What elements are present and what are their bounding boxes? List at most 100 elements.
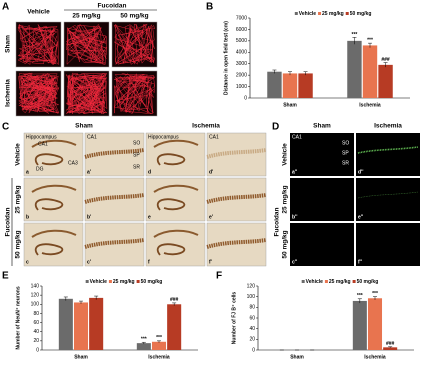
pyramidal-layer <box>84 193 145 204</box>
bar <box>378 64 393 98</box>
hippocampus-shape <box>31 139 77 148</box>
label: SR <box>133 164 140 170</box>
label: f' <box>209 259 212 265</box>
label: Ischemia <box>5 79 12 107</box>
y-tick-label: 100 <box>247 294 256 300</box>
legend-label: 25 mg/kg <box>113 279 135 285</box>
legend-label: Vehicle <box>90 279 107 285</box>
dg-shape <box>34 198 64 211</box>
fjb-band <box>357 191 419 199</box>
legend-label: Vehicle <box>299 11 316 17</box>
track-path <box>65 23 107 65</box>
label: b <box>26 214 29 220</box>
fluorescence-image <box>290 178 354 221</box>
legend-swatch <box>294 12 298 15</box>
label: Fucoidan <box>274 208 281 237</box>
label: e'' <box>358 214 363 220</box>
legend-label: 50 mg/kg <box>357 279 379 285</box>
y-tick-label: 1000 <box>236 84 247 90</box>
pyramidal-layer <box>206 193 267 204</box>
label: SP <box>133 152 140 158</box>
label: E <box>2 271 9 282</box>
y-tick-label: 0 <box>244 95 247 101</box>
y-tick-label: 140 <box>31 283 40 289</box>
histology-image <box>84 222 145 267</box>
label: c'' <box>292 259 297 265</box>
label: a'' <box>292 169 297 175</box>
hippocampus-shape <box>31 229 77 238</box>
bar <box>267 71 282 98</box>
bar <box>167 304 182 350</box>
label: Sham <box>5 35 12 53</box>
label: a' <box>87 169 91 175</box>
label: CA3 <box>68 160 78 166</box>
track-path <box>18 72 60 114</box>
y-tick-label: 20 <box>33 338 39 344</box>
histology-image <box>84 177 145 222</box>
hippocampus-shape <box>31 184 77 193</box>
legend-swatch <box>136 280 140 283</box>
label: Ischemia <box>192 123 220 130</box>
legend-swatch <box>301 280 305 283</box>
pyramidal-layer <box>84 238 145 249</box>
bar <box>352 300 367 350</box>
significance: *** <box>156 335 162 341</box>
significance: ### <box>386 341 395 347</box>
fluorescence-image <box>356 223 420 266</box>
bar <box>347 40 362 98</box>
label: c <box>26 259 29 265</box>
label: 25 mg/kg <box>282 185 289 213</box>
label: b' <box>87 214 91 220</box>
dg-shape <box>34 243 64 256</box>
pyramidal-layer <box>206 148 267 159</box>
label: Distance in open field test (cm) <box>223 21 229 95</box>
y-tick-label: 60 <box>33 320 39 326</box>
y-tick-label: 0 <box>252 347 255 353</box>
label: c' <box>87 259 91 265</box>
label: 50 mg/kg <box>120 13 148 20</box>
label: f'' <box>358 259 362 265</box>
legend-swatch <box>352 280 356 283</box>
label: 50 mg/kg <box>15 230 22 258</box>
label: D <box>272 122 279 133</box>
x-tick-label: Sham <box>283 102 297 108</box>
y-tick-label: 0 <box>36 347 39 353</box>
label: SR <box>342 160 349 166</box>
dg-shape <box>34 153 64 166</box>
pyramidal-layer <box>206 238 267 249</box>
legend-label: 25 mg/kg <box>322 11 344 17</box>
y-tick-label: 40 <box>249 326 255 332</box>
bar <box>73 302 89 350</box>
label: Sham <box>313 123 331 130</box>
histology-image <box>206 177 267 222</box>
significance: *** <box>367 37 373 43</box>
label: SO <box>342 140 349 146</box>
label: a <box>26 169 29 175</box>
legend-label: 50 mg/kg <box>350 11 372 17</box>
y-tick-label: 40 <box>33 329 39 335</box>
fluorescence-image <box>290 223 354 266</box>
legend-swatch <box>318 12 322 15</box>
bar <box>151 341 167 350</box>
track-path <box>113 72 156 115</box>
label: d'' <box>358 169 363 175</box>
significance: ### <box>170 297 179 303</box>
y-tick-label: 7000 <box>236 15 247 21</box>
label: CA1 <box>292 134 302 140</box>
label: Vehicle <box>282 143 289 166</box>
label: 25 mg/kg <box>72 13 100 20</box>
y-tick-label: 120 <box>31 292 40 298</box>
label: e <box>148 214 151 220</box>
label: C <box>2 122 9 133</box>
x-tick-label: Ischemia <box>359 102 381 108</box>
significance: *** <box>141 337 147 343</box>
y-tick-label: 3000 <box>236 61 247 67</box>
legend-label: Vehicle <box>306 279 323 285</box>
legend-swatch <box>85 280 89 283</box>
y-tick-label: 60 <box>249 315 255 321</box>
label: Number of NeuN⁺ neurons <box>15 286 21 349</box>
hippocampus-shape <box>153 229 199 238</box>
significance: *** <box>357 293 363 299</box>
